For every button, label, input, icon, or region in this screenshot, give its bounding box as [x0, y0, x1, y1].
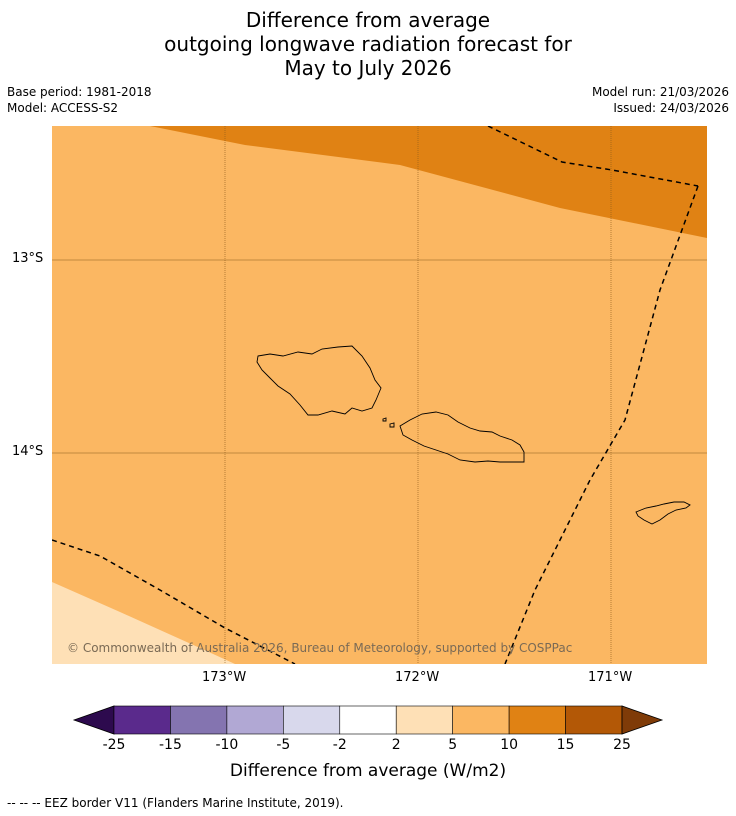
- colorbar-tick-label: 25: [613, 737, 631, 753]
- colorbar-tick-label: -15: [159, 737, 182, 753]
- colorbar-tick-label: 5: [448, 737, 458, 753]
- eez-footnote: -- -- -- EEZ border V11 (Flanders Marine…: [7, 796, 344, 810]
- map-panel: [52, 126, 707, 664]
- tutuila-island: [635, 501, 691, 525]
- lon-label-172w: 172°W: [395, 670, 440, 685]
- colorbar-segment: [170, 705, 228, 735]
- upolu-island: [399, 411, 525, 463]
- title-line-1: Difference from average: [245, 8, 491, 32]
- colorbar-tick-label: 2: [391, 737, 401, 753]
- colorbar-segment: [452, 705, 510, 735]
- colorbar-tick-label: -2: [332, 737, 347, 753]
- anomaly-band-10-15: [52, 126, 707, 238]
- colorbar-extension-low: [72, 705, 115, 735]
- colorbar-title: Difference from average (W/m2): [229, 761, 507, 781]
- model-run: Model run: 21/03/2026: [591, 85, 729, 99]
- colorbar: [72, 705, 664, 735]
- meta-left: Base period: 1981-2018 Model: ACCESS-S2: [7, 84, 152, 116]
- colorbar-tick-label: -5: [276, 737, 291, 753]
- eez-line-southwest: [52, 539, 296, 664]
- lat-label-14s: 14°S: [12, 444, 44, 459]
- chart-title: Difference from average outgoing longwav…: [0, 8, 736, 80]
- manono-islet: [389, 422, 395, 428]
- apolima-islet: [382, 417, 387, 422]
- title-line-3: May to July 2026: [284, 56, 452, 80]
- eez-border: [52, 126, 699, 664]
- colorbar-segment: [395, 705, 453, 735]
- lat-label-13s: 13°S: [12, 251, 44, 266]
- colorbar-segment: [339, 705, 397, 735]
- graticule: [52, 126, 707, 664]
- model-name: Model: ACCESS-S2: [7, 101, 119, 115]
- colorbar-segment: [226, 705, 284, 735]
- lon-label-171w: 171°W: [588, 670, 633, 685]
- anomaly-band-2-5: [52, 582, 235, 664]
- issued-date: Issued: 24/03/2026: [613, 101, 729, 115]
- meta-right: Model run: 21/03/2026 Issued: 24/03/2026: [592, 84, 729, 116]
- colorbar-extension-high: [621, 705, 664, 735]
- colorbar-segment: [283, 705, 341, 735]
- savaii-island: [256, 345, 382, 416]
- colorbar-tick-label: 15: [556, 737, 575, 753]
- eez-line-east: [504, 185, 699, 664]
- colorbar-tick-label: -25: [102, 737, 126, 753]
- coastlines: [256, 345, 691, 525]
- colorbar-segment: [508, 705, 566, 735]
- colorbar-segment: [113, 705, 171, 735]
- colorbar-tick-label: 10: [500, 737, 519, 753]
- base-period: Base period: 1981-2018: [7, 85, 152, 99]
- colorbar-tick-label: -10: [215, 737, 239, 753]
- colorbar-segment: [565, 705, 623, 735]
- lon-label-173w: 173°W: [202, 670, 247, 685]
- title-line-2: outgoing longwave radiation forecast for: [164, 32, 572, 56]
- copyright-credit: © Commonwealth of Australia 2026, Bureau…: [67, 641, 573, 655]
